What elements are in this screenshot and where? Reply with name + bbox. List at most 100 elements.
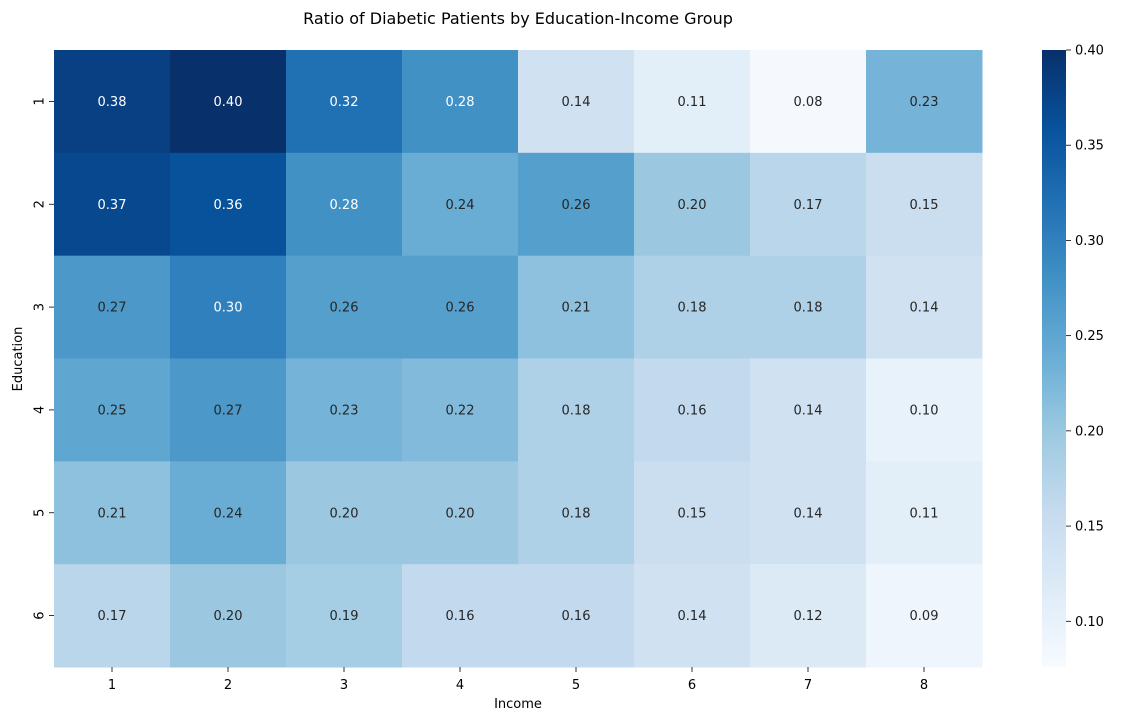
cell-value-label: 0.36 [214,198,243,213]
cell-value-label: 0.16 [678,403,707,418]
heatmap-cell [170,358,287,462]
colorbar-tick-label: 0.30 [1075,234,1104,249]
heatmap-cell [634,255,751,359]
y-tick-label: 6 [33,611,48,619]
cell-value-label: 0.27 [214,403,243,418]
cell-value-label: 0.15 [678,506,707,521]
cell-value-label: 0.14 [794,403,823,418]
heatmap-cell [750,564,867,668]
y-axis-label: Education [11,327,26,392]
cell-value-label: 0.18 [794,301,823,316]
x-tick-label: 5 [572,678,580,693]
cell-value-label: 0.12 [794,609,823,624]
x-tick-label: 4 [456,678,464,693]
heatmap-cell [170,461,287,565]
heatmap-cell [54,358,171,462]
cell-value-label: 0.22 [446,403,475,418]
cell-value-label: 0.23 [910,95,939,110]
x-tick-label: 1 [108,678,116,693]
cell-value-label: 0.17 [98,609,127,624]
cell-value-label: 0.16 [446,609,475,624]
colorbar [1042,50,1066,667]
cell-value-label: 0.20 [330,506,359,521]
heatmap-cells: 0.38 0.40 0.32 0.28 0.14 0.11 0.08 0.23 0.37 0.36… [54,50,983,668]
y-tick-label: 1 [33,97,48,105]
cell-value-label: 0.26 [446,301,475,316]
heatmap-cell [634,50,751,154]
cell-value-label: 0.09 [910,609,939,624]
cell-value-label: 0.18 [562,506,591,521]
heatmap-cell [866,564,983,668]
cell-value-label: 0.24 [446,198,475,213]
heatmap-cell [286,461,403,565]
cell-value-label: 0.20 [214,609,243,624]
cell-value-label: 0.24 [214,506,243,521]
cell-value-label: 0.20 [678,198,707,213]
cell-value-label: 0.21 [98,506,127,521]
heatmap-cell [866,461,983,565]
heatmap-cell [54,152,171,257]
x-tick-label: 7 [804,678,812,693]
cell-value-label: 0.17 [794,198,823,213]
colorbar-ticks: 0.10 0.15 0.20 0.25 0.30 0.35 0.40 [1066,44,1104,630]
colorbar-tick-label: 0.20 [1075,424,1104,439]
cell-value-label: 0.15 [910,198,939,213]
heatmap-cell [402,461,519,565]
cell-value-label: 0.32 [330,95,359,110]
heatmap-cell [402,358,519,462]
cell-value-label: 0.25 [98,403,127,418]
y-tick-label: 3 [33,303,48,311]
heatmap-cell [54,255,171,359]
heatmap-cell [866,50,983,154]
heatmap-cell [634,564,751,668]
cell-value-label: 0.23 [330,403,359,418]
heatmap-cell [286,152,403,257]
heatmap-cell [750,461,867,565]
y-axis-ticks: 1 2 3 4 5 6 [33,97,54,620]
x-tick-label: 6 [688,678,696,693]
cell-value-label: 0.26 [330,301,359,316]
heatmap-cell [518,461,635,565]
cell-value-label: 0.28 [330,198,359,213]
x-tick-label: 3 [340,678,348,693]
heatmap-cell [518,255,635,359]
heatmap-cell [170,255,287,359]
y-tick-label: 5 [33,509,48,517]
heatmap-cell [402,152,519,257]
heatmap-cell [170,50,287,154]
heatmap-cell [286,50,403,154]
heatmap-cell [54,461,171,565]
heatmap-cell [634,358,751,462]
cell-value-label: 0.11 [678,95,707,110]
heatmap-cell [750,358,867,462]
y-tick-label: 2 [33,200,48,208]
x-axis-ticks: 1 2 3 4 5 6 7 8 [108,667,928,693]
colorbar-tick-label: 0.10 [1075,615,1104,630]
heatmap-cell [750,152,867,257]
heatmap-cell [518,358,635,462]
cell-value-label: 0.38 [98,95,127,110]
x-tick-label: 8 [920,678,928,693]
heatmap-cell [866,255,983,359]
cell-value-label: 0.14 [794,506,823,521]
cell-value-label: 0.28 [446,95,475,110]
heatmap-cell [170,564,287,668]
heatmap-cell [286,255,403,359]
colorbar-tick-label: 0.25 [1075,329,1104,344]
heatmap-cell [634,461,751,565]
heatmap-cell [518,152,635,257]
heatmap-cell [750,255,867,359]
cell-value-label: 0.14 [910,301,939,316]
heatmap-cell [866,152,983,257]
heatmap-cell [402,255,519,359]
heatmap-cell [518,50,635,154]
y-tick-label: 4 [33,406,48,414]
heatmap-cell [866,358,983,462]
heatmap-cell [286,358,403,462]
heatmap-cell [402,564,519,668]
heatmap-cell [286,564,403,668]
heatmap-cell [634,152,751,257]
cell-value-label: 0.27 [98,301,127,316]
cell-value-label: 0.18 [678,301,707,316]
